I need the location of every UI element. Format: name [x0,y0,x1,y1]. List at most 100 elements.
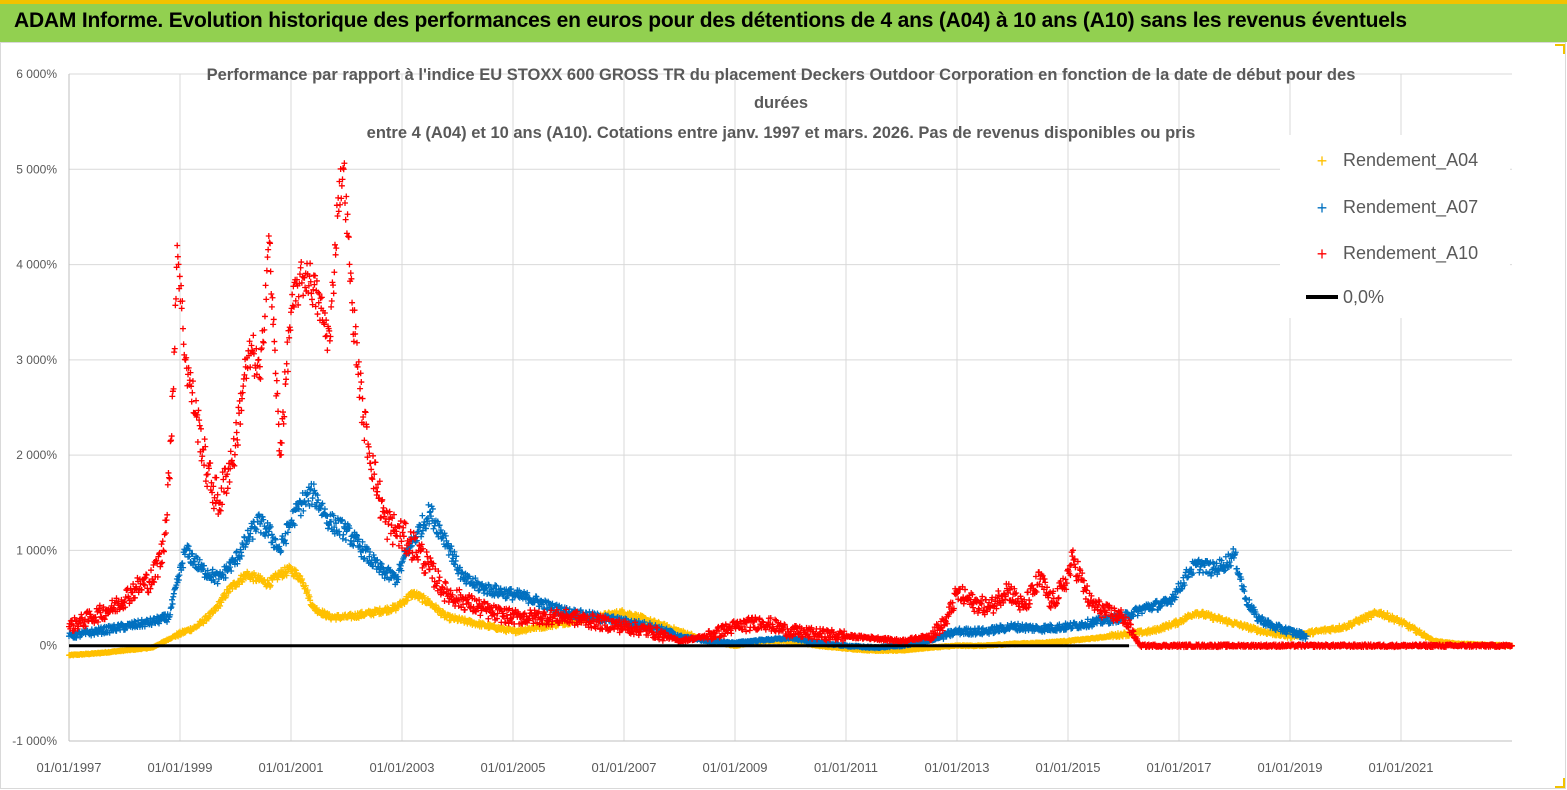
data-point [270,316,277,323]
data-point [226,479,233,486]
data-point [314,311,321,318]
data-point [148,567,155,574]
data-point [356,394,363,401]
data-point [189,389,196,396]
data-point [442,580,449,587]
data-point [350,338,357,345]
data-point [264,254,271,261]
data-point [213,474,220,481]
data-point [250,332,257,339]
data-point [163,517,170,524]
data-point [197,425,204,432]
data-point [188,398,195,405]
report-title: ADAM Informe. Evolution historique des p… [14,9,1407,32]
data-point [231,451,238,458]
data-point [283,572,290,579]
data-point [378,514,385,521]
data-point [389,541,396,548]
data-point [273,377,280,384]
title-banner: ADAM Informe. Evolution historique des p… [0,0,1567,42]
data-point [422,569,429,576]
data-point [233,419,240,426]
data-point [358,379,365,386]
data-point [168,433,175,440]
data-point [308,296,315,303]
data-point [297,572,304,579]
data-point [280,420,287,427]
data-point [342,536,349,543]
data-point [202,478,209,485]
data-point [384,536,391,543]
data-point [189,378,196,385]
data-point [331,269,338,276]
data-point [158,541,165,548]
data-point [279,409,286,416]
data-point [140,581,147,588]
data-point [283,360,290,367]
data-point [172,302,179,309]
data-point [297,264,304,271]
data-point [168,604,175,611]
data-point [330,290,337,297]
data-point [436,574,443,581]
data-point [374,488,381,495]
data-point [260,339,267,346]
data-point [274,576,281,583]
data-point [171,345,178,352]
data-point [328,298,335,305]
data-point [179,325,186,332]
data-point [255,356,262,363]
data-point [201,436,208,443]
data-point [372,459,379,466]
data-point [204,483,211,490]
data-point [216,506,223,513]
data-point [419,512,426,519]
data-point [272,370,279,377]
data-point [268,303,275,310]
data-point [341,160,348,167]
data-point [164,481,171,488]
data-point [289,291,296,298]
data-point [271,338,278,345]
data-point [340,531,347,538]
data-point [344,211,351,218]
data-point [271,347,278,354]
data-point [225,588,232,595]
data-point [283,376,290,383]
chart-frame [0,42,1566,789]
data-point [180,341,187,348]
data-point [361,437,368,444]
data-point [237,421,244,428]
data-point [263,267,270,274]
data-point [342,216,349,223]
data-point [407,528,414,535]
data-point [368,466,375,473]
data-point [304,587,311,594]
data-point [166,475,173,482]
data-point [357,385,364,392]
data-point [268,290,275,297]
data-point [159,538,166,545]
data-point [307,260,314,267]
data-point [261,313,268,320]
data-point [346,261,353,268]
data-point [302,582,309,589]
data-point [269,294,276,301]
data-point [224,485,231,492]
data-point [324,347,331,354]
data-point [164,511,171,518]
data-point [193,397,200,404]
data-point [359,395,366,402]
data-point [217,602,224,609]
data-point [275,408,282,415]
data-point [186,377,193,384]
data-point [263,296,270,303]
data-point [240,383,247,390]
data-point [295,293,302,300]
data-point [267,582,274,589]
data-point [268,531,275,538]
data-point [203,471,210,478]
data-point [233,429,240,436]
data-point [425,501,432,508]
data-point [331,241,338,248]
